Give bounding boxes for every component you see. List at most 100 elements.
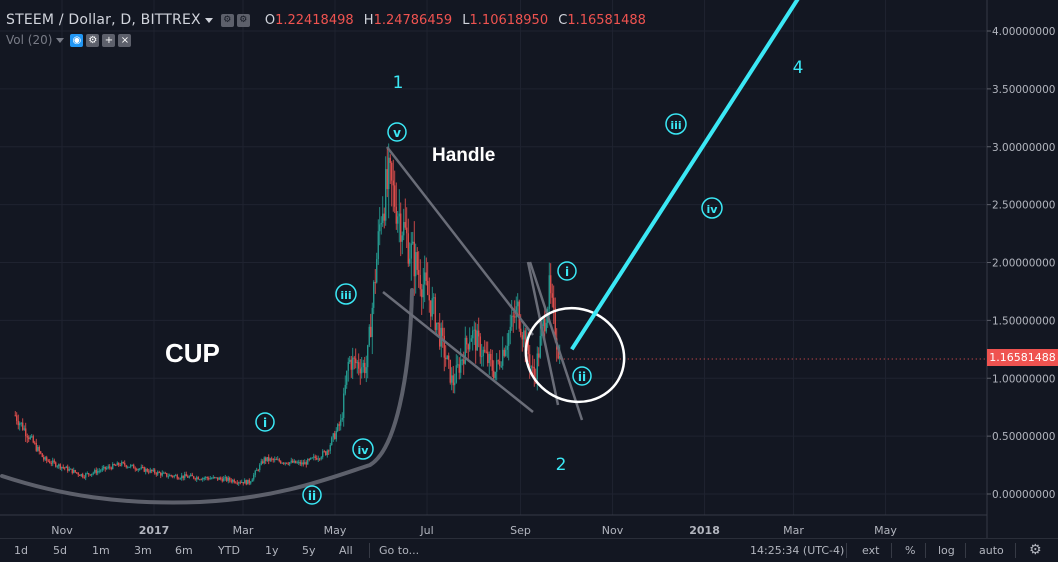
candle-body	[280, 461, 282, 464]
candle-body	[131, 464, 133, 466]
clock: 14:25:34 (UTC-4)	[750, 544, 845, 557]
candle-body	[481, 356, 483, 358]
volume-dropdown-icon[interactable]	[56, 37, 65, 43]
candle-body	[350, 359, 352, 370]
candle-body	[191, 474, 193, 477]
symbol-dropdown-icon[interactable]	[204, 17, 213, 23]
candle-body	[136, 469, 138, 471]
candle-body	[142, 467, 144, 469]
y-axis-labels: 0.00000000 0.50000000 1.00000000 1.50000000…	[987, 26, 1055, 501]
percent-toggle[interactable]: %	[905, 544, 916, 557]
candle-body	[215, 477, 217, 479]
gear-icon[interactable]: ⚙	[236, 13, 250, 27]
volume-label[interactable]: Vol (20)	[6, 33, 53, 47]
candle-body	[466, 337, 468, 345]
candle-body	[110, 467, 112, 470]
candle-body	[152, 469, 154, 472]
candle-body	[524, 330, 526, 351]
candle-body	[412, 241, 414, 244]
candle-body	[170, 475, 172, 477]
chart-header: STEEM / Dollar, D, BITTREX ⚙ ⚙ O1.224184…	[6, 10, 646, 30]
candle-body	[353, 357, 355, 359]
range-5y[interactable]: 5y	[302, 544, 316, 557]
candle-body	[197, 477, 199, 480]
candle-body	[202, 478, 204, 480]
low-value: 1.10618950	[469, 12, 549, 28]
candle-body	[302, 462, 304, 465]
candle-body	[367, 345, 369, 368]
minor-wave-iii: iii	[335, 283, 357, 305]
plus-icon[interactable]: +	[102, 33, 116, 47]
range-all[interactable]: All	[339, 544, 353, 557]
range-ytd[interactable]: YTD	[218, 544, 240, 557]
handle-label: Handle	[432, 145, 495, 166]
ext-toggle[interactable]: ext	[862, 544, 880, 557]
candle-body	[521, 335, 523, 340]
candle-body	[382, 213, 384, 223]
goto-button[interactable]: Go to...	[379, 544, 420, 557]
range-3m[interactable]: 3m	[134, 544, 152, 557]
toolbar-divider	[925, 543, 926, 558]
candle-body	[463, 359, 465, 364]
bottom-toolbar: 1d 5d 1m 3m 6m YTD 1y 5y All Go to... 14…	[0, 538, 1058, 562]
candle-body	[98, 470, 100, 472]
symbol-title[interactable]: STEEM / Dollar, D, BITTREX	[6, 12, 201, 28]
x-tick-label: 2017	[139, 524, 170, 537]
candle-body	[62, 466, 64, 468]
log-toggle[interactable]: log	[938, 544, 955, 557]
candle-body	[289, 462, 291, 465]
candle-body	[89, 474, 91, 476]
candle-body	[221, 478, 223, 482]
candle-body	[404, 221, 406, 228]
candle-body	[112, 464, 114, 470]
candle-body	[76, 472, 78, 474]
candle-body	[230, 480, 232, 482]
range-1y[interactable]: 1y	[265, 544, 279, 557]
candle-body	[161, 472, 163, 476]
y-tick-label: 2.00000000	[992, 258, 1055, 270]
candle-body	[65, 466, 67, 469]
candle-body	[214, 477, 216, 479]
x-tick-label: Nov	[602, 524, 624, 537]
candle-body	[341, 417, 343, 420]
candle-body	[148, 471, 150, 473]
range-5d[interactable]: 5d	[53, 544, 67, 557]
range-1m[interactable]: 1m	[92, 544, 110, 557]
candle-body	[383, 213, 385, 221]
candle-body	[295, 460, 297, 464]
range-1d[interactable]: 1d	[14, 544, 28, 557]
cup-curve	[0, 288, 414, 505]
candle-body	[290, 460, 292, 463]
candle-body	[119, 465, 121, 467]
candle-body	[347, 361, 349, 371]
candle-body	[184, 474, 186, 479]
candle-body	[544, 318, 546, 332]
candle-body	[389, 157, 391, 163]
candle-body	[400, 213, 402, 242]
candle-body	[265, 457, 267, 461]
eye-icon[interactable]: ◉	[70, 33, 84, 47]
candle-body	[287, 463, 289, 465]
candle-body	[406, 227, 408, 234]
candle-body	[206, 477, 208, 479]
auto-toggle[interactable]: auto	[979, 544, 1004, 557]
candle-body	[248, 479, 250, 484]
candle-body	[281, 462, 283, 464]
candle-body	[173, 475, 175, 477]
close-icon[interactable]: ×	[118, 33, 132, 47]
candle-body	[398, 213, 400, 217]
candle-body	[329, 444, 331, 451]
candle-body	[358, 362, 360, 369]
candle-body	[203, 478, 205, 480]
candle-body	[71, 468, 73, 474]
y-tick-label: 0.50000000	[992, 431, 1055, 443]
gear-icon[interactable]: ⚙	[86, 33, 100, 47]
minor-wave-iv-2: iv	[701, 197, 723, 219]
x-axis-labels: Nov 2017 Mar May Jul Sep Nov 2018 Mar May	[51, 524, 897, 537]
settings-icon[interactable]: ⚙	[220, 13, 234, 27]
candle-body	[271, 458, 273, 460]
chart-settings-gear-icon[interactable]: ⚙	[1029, 542, 1042, 558]
candle-body	[241, 481, 243, 483]
range-6m[interactable]: 6m	[175, 544, 193, 557]
